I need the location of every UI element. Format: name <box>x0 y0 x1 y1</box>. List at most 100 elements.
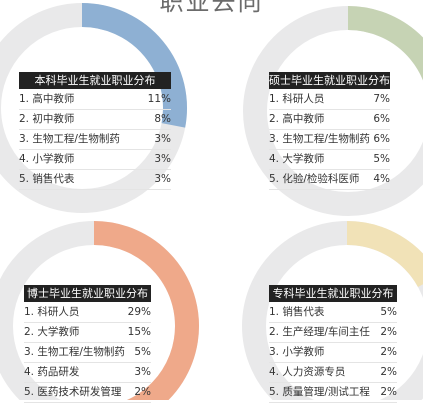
share-value: 3% <box>134 366 151 378</box>
list-item: 3. 生物工程/生物制药 3% <box>19 130 171 150</box>
occupation-label: 生物工程/生物制药 <box>34 346 125 358</box>
list-item: 3. 生物工程/生物制药 5% <box>24 343 151 363</box>
occupation-label: 大学教师 <box>34 326 80 338</box>
panel-title: 博士毕业生就业职业分布 <box>24 285 151 302</box>
rank-number: 5. <box>24 386 35 398</box>
list-item: 4. 人力资源专员 2% <box>269 363 397 383</box>
share-value: 7% <box>373 93 390 105</box>
occupation-name: 5. 医药技术研发管理 <box>24 383 121 402</box>
share-value: 6% <box>373 113 390 125</box>
rank-number: 2. <box>24 326 35 338</box>
panel-title: 专科毕业生就业职业分布 <box>269 285 397 302</box>
share-value: 5% <box>134 346 151 358</box>
occupation-label: 小学教师 <box>279 346 325 358</box>
occupation-label: 初中教师 <box>29 113 75 125</box>
share-value: 3% <box>154 133 171 145</box>
occupation-name: 1. 销售代表 <box>269 303 324 322</box>
rank-number: 1. <box>269 93 280 105</box>
share-value: 3% <box>154 153 171 165</box>
list-item: 4. 大学教师 5% <box>269 150 390 170</box>
list-item: 5. 质量管理/测试工程 2% <box>269 383 397 403</box>
occupation-label: 生产经理/车间主任 <box>279 326 370 338</box>
list-item: 4. 药品研发 3% <box>24 363 151 383</box>
occupation-name: 2. 初中教师 <box>19 110 74 129</box>
occupation-label: 化验/检验科医师 <box>279 173 360 185</box>
list-item: 1. 科研人员 7% <box>269 90 390 110</box>
share-value: 4% <box>373 173 390 185</box>
list-item: 2. 大学教师 15% <box>24 323 151 343</box>
rank-number: 4. <box>24 366 35 378</box>
list-item: 5. 销售代表 3% <box>19 170 171 190</box>
share-value: 5% <box>373 153 390 165</box>
occupation-label: 药品研发 <box>34 366 80 378</box>
rank-number: 4. <box>269 153 280 165</box>
occupation-name: 3. 小学教师 <box>269 343 324 362</box>
share-value: 2% <box>380 366 397 378</box>
occupation-label: 生物工程/生物制药 <box>279 133 370 145</box>
donut-arc-4 <box>346 221 423 288</box>
panel-title: 本科毕业生就业职业分布 <box>19 72 171 89</box>
ranking-list: 1. 销售代表 5% 2. 生产经理/车间主任 2% 3. 小学教师 2% 4. 人力资源专… <box>269 303 397 403</box>
list-item: 5. 医药技术研发管理 2% <box>24 383 151 403</box>
share-value: 6% <box>373 133 390 145</box>
occupation-name: 2. 大学教师 <box>24 323 79 342</box>
share-value: 15% <box>127 326 151 338</box>
page-title: 职业去向 <box>159 0 264 16</box>
rank-number: 4. <box>269 366 280 378</box>
rank-number: 2. <box>19 113 30 125</box>
occupation-name: 3. 生物工程/生物制药 <box>269 130 370 149</box>
rank-number: 4. <box>19 153 30 165</box>
list-item: 1. 科研人员 29% <box>24 303 151 323</box>
occupation-name: 4. 小学教师 <box>19 150 74 169</box>
occupation-label: 医药技术研发管理 <box>34 386 122 398</box>
rank-number: 3. <box>269 346 280 358</box>
donut-arc-1 <box>81 3 187 128</box>
share-value: 29% <box>127 306 151 318</box>
occupation-label: 生物工程/生物制药 <box>29 133 120 145</box>
occupation-name: 1. 科研人员 <box>269 90 324 109</box>
list-item: 2. 高中教师 6% <box>269 110 390 130</box>
rank-number: 2. <box>269 326 280 338</box>
list-item: 3. 小学教师 2% <box>269 343 397 363</box>
ranking-list: 1. 科研人员 7% 2. 高中教师 6% 3. 生物工程/生物制药 6% 4. 大学教师 5… <box>269 90 390 190</box>
occupation-name: 2. 高中教师 <box>269 110 324 129</box>
share-value: 2% <box>380 386 397 398</box>
share-value: 3% <box>154 173 171 185</box>
occupation-name: 2. 生产经理/车间主任 <box>269 323 370 342</box>
occupation-label: 质量管理/测试工程 <box>279 386 370 398</box>
rank-number: 3. <box>24 346 35 358</box>
rank-number: 3. <box>19 133 30 145</box>
list-item: 4. 小学教师 3% <box>19 150 171 170</box>
occupation-label: 科研人员 <box>34 306 80 318</box>
occupation-label: 科研人员 <box>279 93 325 105</box>
rank-number: 1. <box>269 306 280 318</box>
rank-number: 2. <box>269 113 280 125</box>
occupation-name: 4. 大学教师 <box>269 150 324 169</box>
share-value: 2% <box>380 346 397 358</box>
occupation-label: 销售代表 <box>279 306 325 318</box>
occupation-name: 1. 高中教师 <box>19 90 74 109</box>
panel-title: 硕士毕业生就业职业分布 <box>269 72 390 89</box>
share-value: 2% <box>134 386 151 398</box>
occupation-name: 3. 生物工程/生物制药 <box>19 130 120 149</box>
rank-number: 1. <box>19 93 30 105</box>
rank-number: 3. <box>269 133 280 145</box>
occupation-name: 5. 质量管理/测试工程 <box>269 383 370 402</box>
list-item: 3. 生物工程/生物制药 6% <box>269 130 390 150</box>
list-item: 1. 销售代表 5% <box>269 303 397 323</box>
ranking-list: 1. 科研人员 29% 2. 大学教师 15% 3. 生物工程/生物制药 5% 4. 药品研… <box>24 303 151 403</box>
share-value: 5% <box>380 306 397 318</box>
list-item: 2. 初中教师 8% <box>19 110 171 130</box>
occupation-name: 4. 药品研发 <box>24 363 79 382</box>
share-value: 8% <box>154 113 171 125</box>
occupation-name: 1. 科研人员 <box>24 303 79 322</box>
occupation-name: 3. 生物工程/生物制药 <box>24 343 125 362</box>
ranking-list: 1. 高中教师 11% 2. 初中教师 8% 3. 生物工程/生物制药 3% 4. 小学教师… <box>19 90 171 190</box>
list-item: 2. 生产经理/车间主任 2% <box>269 323 397 343</box>
occupation-label: 小学教师 <box>29 153 75 165</box>
rank-number: 1. <box>24 306 35 318</box>
share-value: 11% <box>147 93 171 105</box>
occupation-label: 大学教师 <box>279 153 325 165</box>
donut-arc-3 <box>93 221 199 400</box>
